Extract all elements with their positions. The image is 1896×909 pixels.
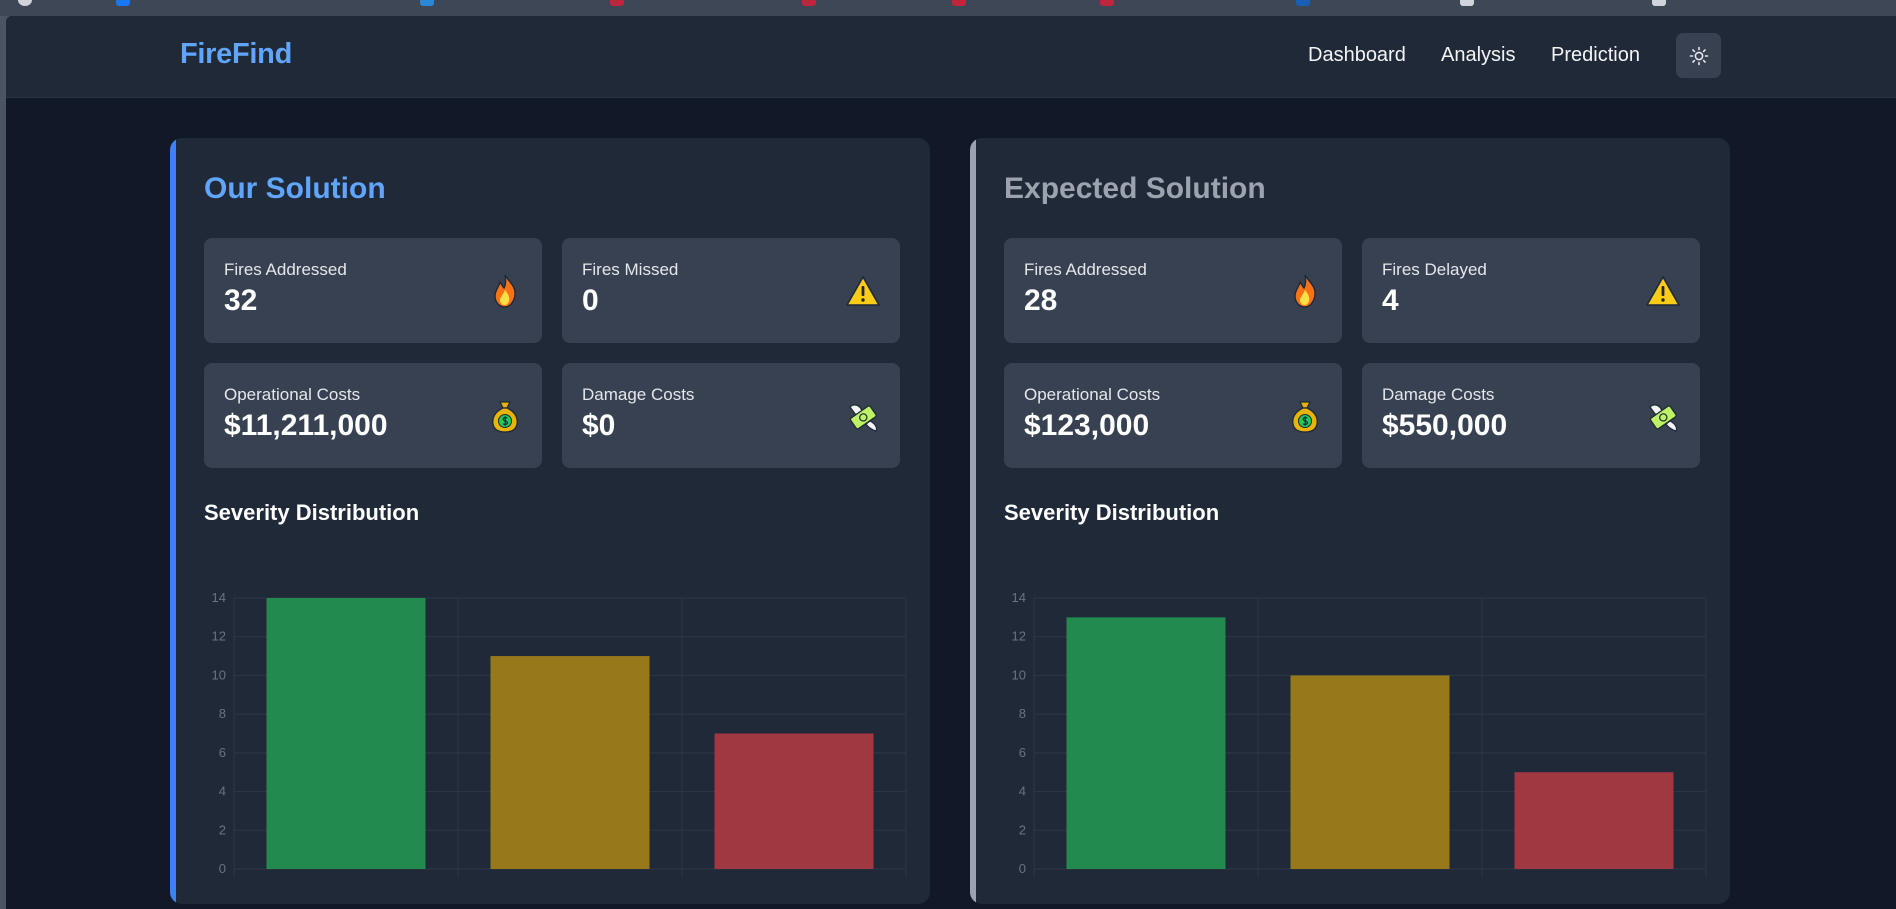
stat-label: Damage Costs bbox=[582, 385, 695, 404]
bar-medium bbox=[490, 656, 650, 869]
bar-low bbox=[266, 598, 426, 869]
stat-value: $0 bbox=[582, 409, 616, 442]
bookmark-icon[interactable] bbox=[610, 0, 624, 6]
brand-logo[interactable]: FireFind bbox=[180, 38, 292, 70]
y-tick-label: 14 bbox=[1012, 590, 1026, 605]
y-tick-label: 8 bbox=[1019, 706, 1026, 721]
bookmark-icon[interactable] bbox=[1296, 0, 1310, 6]
warning-icon bbox=[1646, 276, 1680, 306]
money-wings-icon bbox=[849, 404, 878, 432]
stat-value: 28 bbox=[1024, 284, 1058, 317]
stat-label: Damage Costs bbox=[1382, 385, 1495, 404]
stat-card-fires-addressed: Fires Addressed 28 bbox=[1004, 238, 1342, 343]
y-tick-label: 12 bbox=[212, 629, 226, 644]
stat-label: Fires Addressed bbox=[224, 260, 347, 279]
app-window: FireFind Dashboard Analysis Prediction bbox=[6, 16, 1896, 909]
money-bag-icon bbox=[492, 401, 518, 433]
bar-low bbox=[1066, 617, 1226, 869]
stat-label: Operational Costs bbox=[224, 385, 361, 404]
panel-accent-bar bbox=[170, 138, 176, 904]
nav-link-dashboard[interactable]: Dashboard bbox=[1308, 44, 1406, 66]
bar-medium bbox=[1290, 675, 1450, 869]
money-wings-icon bbox=[1649, 404, 1678, 432]
navbar: FireFind Dashboard Analysis Prediction bbox=[6, 16, 1896, 98]
stat-value: 0 bbox=[582, 284, 599, 317]
stat-label: Operational Costs bbox=[1024, 385, 1161, 404]
stat-card-operational-costs: Operational Costs $123,000 bbox=[1004, 363, 1342, 468]
bookmarks-bar bbox=[0, 0, 1896, 16]
bookmark-icon[interactable] bbox=[802, 0, 816, 6]
bar-high bbox=[1514, 772, 1674, 869]
y-tick-label: 6 bbox=[219, 745, 226, 760]
bookmark-icon[interactable] bbox=[1460, 0, 1474, 6]
y-tick-label: 12 bbox=[1012, 629, 1026, 644]
y-tick-label: 0 bbox=[219, 861, 226, 876]
stat-value: 32 bbox=[224, 284, 258, 317]
fire-icon bbox=[494, 274, 516, 308]
bookmark-icon[interactable] bbox=[1652, 0, 1666, 6]
stat-card-damage-costs: Damage Costs $0 bbox=[562, 363, 900, 468]
warning-icon bbox=[846, 276, 880, 306]
y-tick-label: 0 bbox=[1019, 861, 1026, 876]
sun-icon bbox=[1689, 46, 1708, 65]
y-tick-label: 10 bbox=[212, 667, 226, 682]
stat-card-fires-addressed: Fires Addressed 32 bbox=[204, 238, 542, 343]
bookmark-icon[interactable] bbox=[420, 0, 434, 6]
chart-title: Severity Distribution bbox=[204, 500, 420, 525]
stat-label: Fires Delayed bbox=[1382, 260, 1487, 279]
theme-toggle-button[interactable] bbox=[1676, 33, 1721, 78]
y-tick-label: 6 bbox=[1019, 745, 1026, 760]
chart-title: Severity Distribution bbox=[1004, 500, 1220, 525]
money-bag-icon bbox=[1292, 401, 1318, 433]
our-solution-panel: Our Solution Fires Addressed 32 Fires Mi… bbox=[170, 138, 930, 904]
stat-card-damage-costs: Damage Costs $550,000 bbox=[1362, 363, 1700, 468]
stat-value: $11,211,000 bbox=[224, 409, 388, 442]
y-tick-label: 4 bbox=[1019, 784, 1026, 799]
bookmark-icon[interactable] bbox=[952, 0, 966, 6]
y-tick-label: 4 bbox=[219, 784, 226, 799]
panel-accent-bar bbox=[970, 138, 976, 904]
severity-chart: 02468101214LowMediumHigh bbox=[1012, 590, 1707, 877]
y-tick-label: 2 bbox=[219, 822, 226, 837]
stat-card-fires-missed: Fires Missed 0 bbox=[562, 238, 900, 343]
bookmark-icon[interactable] bbox=[18, 0, 32, 6]
stat-value: 4 bbox=[1382, 284, 1399, 317]
y-tick-label: 2 bbox=[1019, 822, 1026, 837]
stat-label: Fires Addressed bbox=[1024, 260, 1147, 279]
bookmark-icon[interactable] bbox=[116, 0, 130, 6]
severity-chart: 02468101214LowMediumHigh bbox=[212, 590, 907, 877]
stat-value: $550,000 bbox=[1382, 409, 1508, 442]
y-tick-label: 10 bbox=[1012, 667, 1026, 682]
stat-card-fires-delayed: Fires Delayed 4 bbox=[1362, 238, 1700, 343]
expected-solution-panel: Expected Solution Fires Addressed 28 Fir… bbox=[970, 138, 1730, 904]
nav-link-prediction[interactable]: Prediction bbox=[1551, 44, 1640, 66]
panel-title: Our Solution bbox=[204, 172, 386, 205]
stat-card-operational-costs: Operational Costs $11,211,000 bbox=[204, 363, 542, 468]
stat-label: Fires Missed bbox=[582, 260, 679, 279]
bookmark-icon[interactable] bbox=[1100, 0, 1114, 6]
nav-link-analysis[interactable]: Analysis bbox=[1441, 44, 1516, 66]
bar-high bbox=[714, 733, 874, 869]
y-tick-label: 14 bbox=[212, 590, 226, 605]
y-tick-label: 8 bbox=[219, 706, 226, 721]
stat-value: $123,000 bbox=[1024, 409, 1150, 442]
panel-title: Expected Solution bbox=[1004, 172, 1266, 205]
fire-icon bbox=[1294, 274, 1316, 308]
